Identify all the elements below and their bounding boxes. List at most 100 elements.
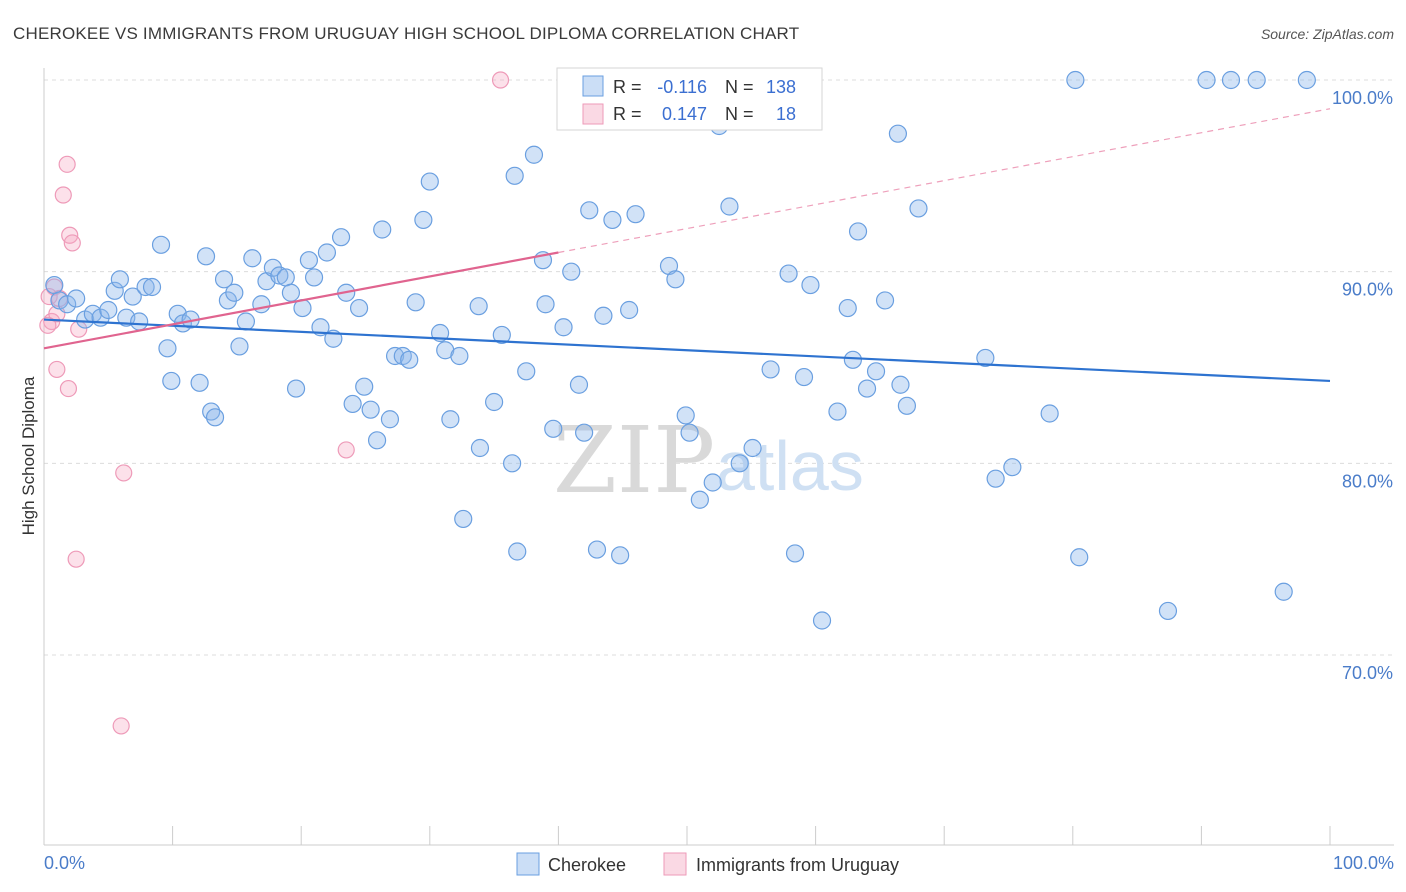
cherokee-point-74 [536, 295, 555, 314]
chart-source: Source: ZipAtlas.com [1261, 26, 1394, 42]
cherokee-point-66 [485, 392, 504, 412]
cherokee-point-35 [276, 268, 295, 287]
stats-n-label-cherokee: N = [725, 77, 754, 97]
cherokee-point-47 [349, 298, 369, 318]
cherokee-point-90 [676, 406, 695, 425]
cherokee-point-117 [986, 469, 1005, 488]
cherokee-point-120 [1066, 70, 1085, 90]
stats-swatch-uruguay [582, 103, 604, 125]
cherokee-point-28 [230, 337, 249, 356]
cherokee-point-101 [785, 544, 805, 563]
cherokee-point-125 [1247, 70, 1266, 90]
trend-line-uruguay [43, 251, 559, 350]
cherokee-point-106 [838, 298, 857, 318]
cherokee-point-82 [594, 306, 613, 325]
x-axis-ticks [172, 826, 1331, 845]
stats-r-label-cherokee: R = [613, 77, 642, 97]
legend-label-cherokee[interactable]: Cherokee [548, 855, 626, 875]
stats-n-value-uruguay: 18 [776, 104, 796, 124]
cherokee-point-93 [703, 473, 722, 492]
cherokee-point-9 [110, 270, 129, 289]
cherokee-point-79 [575, 423, 594, 442]
cherokee-point-114 [897, 396, 917, 415]
cherokee-point-127 [1297, 70, 1316, 90]
cherokee-point-80 [580, 201, 599, 220]
cherokee-point-0 [45, 275, 64, 295]
stats-n-value-cherokee: 138 [766, 77, 796, 97]
cherokee-point-7 [99, 300, 118, 320]
uruguay-point-16 [491, 71, 510, 89]
cherokee-point-75 [544, 419, 563, 438]
uruguay-point-0 [40, 287, 58, 306]
cherokee-point-103 [801, 275, 820, 295]
cherokee-point-13 [136, 277, 155, 297]
cherokee-point-44 [331, 228, 351, 247]
cherokee-point-100 [779, 264, 798, 283]
trend-line-uruguay-extrapolated [558, 108, 1331, 254]
series-immigrants-from-uruguay [39, 71, 510, 735]
cherokee-point-15 [151, 235, 171, 254]
cherokee-point-78 [569, 375, 589, 394]
trend-lines [43, 108, 1331, 383]
cherokee-point-85 [620, 300, 639, 320]
cherokee-point-46 [343, 394, 362, 414]
cherokee-point-56 [406, 293, 425, 312]
legend-swatch-uruguay[interactable] [663, 852, 687, 876]
cherokee-point-68 [503, 454, 522, 473]
y-axis-tick-labels: 100.0% 90.0% 80.0% 70.0% [1332, 88, 1393, 683]
cherokee-point-81 [587, 540, 607, 559]
cherokee-point-110 [866, 362, 886, 381]
stats-r-value-cherokee: -0.116 [657, 77, 707, 97]
legend-swatch-cherokee[interactable] [516, 852, 540, 876]
cherokee-point-122 [1158, 601, 1178, 621]
cherokee-point-42 [317, 243, 337, 262]
cherokee-point-119 [1040, 404, 1059, 423]
stats-r-value-uruguay: 0.147 [662, 104, 707, 124]
cherokee-point-98 [743, 438, 762, 458]
cherokee-point-111 [875, 291, 895, 310]
cherokee-point-40 [304, 268, 324, 287]
cherokee-point-34 [270, 266, 289, 285]
cherokee-point-3 [67, 289, 86, 308]
y-tick-label-70: 70.0% [1342, 663, 1393, 683]
cherokee-point-70 [508, 542, 527, 561]
uruguay-point-14 [112, 717, 130, 735]
stats-box-frame [556, 67, 823, 131]
watermark: ZIP atlas [553, 407, 864, 514]
watermark-atlas-text: atlas [716, 427, 864, 505]
uruguay-point-9 [59, 379, 78, 398]
cherokee-point-89 [666, 270, 685, 289]
cherokee-point-102 [794, 367, 814, 387]
legend: Cherokee Immigrants from Uruguay [516, 852, 899, 876]
cherokee-point-123 [1197, 70, 1216, 90]
cherokee-point-108 [848, 222, 868, 241]
cherokee-point-2 [58, 295, 77, 314]
cherokee-point-14 [142, 277, 162, 297]
y-tick-label-90: 90.0% [1342, 280, 1393, 300]
cherokee-point-95 [720, 197, 739, 216]
cherokee-point-30 [243, 249, 262, 268]
cherokee-point-83 [603, 210, 622, 230]
uruguay-point-8 [63, 234, 81, 252]
cherokee-point-16 [158, 339, 177, 358]
cherokee-point-37 [286, 379, 306, 398]
cherokee-point-121 [1070, 548, 1089, 567]
cherokee-point-64 [469, 297, 488, 316]
cherokee-point-115 [909, 199, 928, 218]
cherokee-point-107 [843, 350, 862, 369]
cherokee-point-50 [367, 431, 387, 450]
cherokee-point-126 [1274, 582, 1293, 601]
cherokee-point-11 [123, 287, 142, 306]
trend-line-cherokee [43, 318, 1331, 383]
cherokee-point-24 [205, 408, 225, 427]
y-axis-title: High School Diploma [19, 376, 38, 535]
cherokee-point-57 [414, 210, 433, 230]
uruguay-point-12 [67, 550, 85, 568]
cherokee-point-65 [470, 438, 490, 458]
legend-label-uruguay[interactable]: Immigrants from Uruguay [696, 855, 899, 875]
cherokee-point-17 [162, 371, 181, 391]
cherokee-point-104 [812, 611, 832, 630]
series-cherokee [45, 70, 1316, 630]
cherokee-point-92 [690, 490, 709, 509]
